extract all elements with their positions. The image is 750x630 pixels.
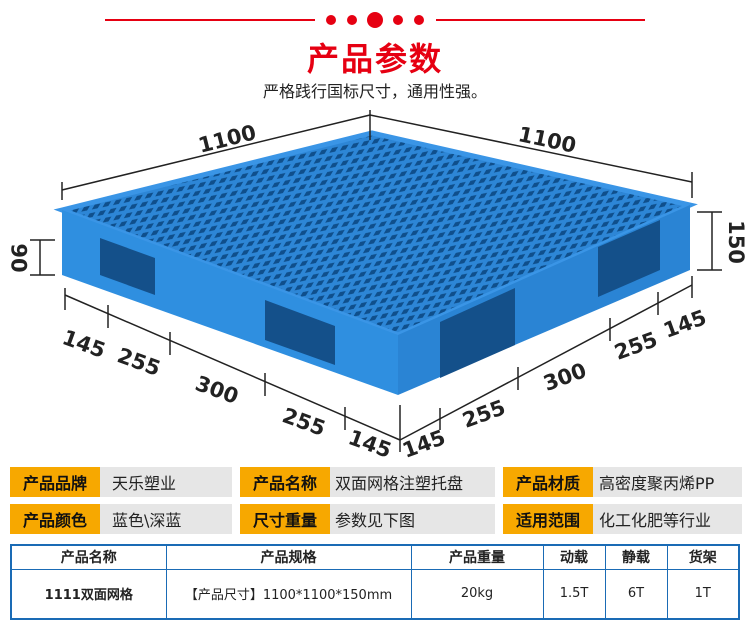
table-header: 产品名称 xyxy=(10,544,167,570)
table-header-row: 产品名称 产品规格 产品重量 动载 静载 货架 xyxy=(10,544,740,570)
table-header: 动载 xyxy=(542,544,606,570)
spec-label-color: 产品颜色 xyxy=(10,504,100,534)
spec-value-color: 蓝色\深蓝 xyxy=(100,504,232,534)
page-subtitle: 严格践行国标尺寸，通用性强。 xyxy=(262,82,487,101)
dim-height-left: 90 xyxy=(6,243,31,273)
decorative-dots xyxy=(326,12,424,28)
pallet-illustration xyxy=(30,12,722,452)
table-cell: 1111双面网格 xyxy=(10,568,167,620)
spec-label-size: 尺寸重量 xyxy=(240,504,330,534)
table-header: 产品重量 xyxy=(410,544,544,570)
table-header: 产品规格 xyxy=(165,544,412,570)
spec-value-name: 双面网格注塑托盘 xyxy=(330,467,495,497)
spec-label-material: 产品材质 xyxy=(503,467,593,497)
table-cell: 6T xyxy=(604,568,668,620)
table-cell: 1.5T xyxy=(542,568,606,620)
table-cell: 20kg xyxy=(410,568,544,620)
table-header: 静载 xyxy=(604,544,668,570)
spec-value-usage: 化工化肥等行业 xyxy=(593,504,742,534)
spec-value-brand: 天乐塑业 xyxy=(100,467,232,497)
page-title: 产品参数 xyxy=(306,40,443,78)
dim-height-right: 150 xyxy=(723,220,748,264)
table-cell: 【产品尺寸】1100*1100*150mm xyxy=(165,568,412,620)
spec-table: 产品名称 产品规格 产品重量 动载 静载 货架 1111双面网格 【产品尺寸】1… xyxy=(10,544,740,620)
spec-value-size: 参数见下图 xyxy=(330,504,495,534)
table-row: 1111双面网格 【产品尺寸】1100*1100*150mm 20kg 1.5T… xyxy=(10,568,740,620)
spec-value-material: 高密度聚丙烯PP xyxy=(593,467,742,497)
table-header: 货架 xyxy=(666,544,740,570)
table-cell: 1T xyxy=(666,568,740,620)
spec-label-usage: 适用范围 xyxy=(503,504,593,534)
spec-label-brand: 产品品牌 xyxy=(10,467,100,497)
spec-label-name: 产品名称 xyxy=(240,467,330,497)
